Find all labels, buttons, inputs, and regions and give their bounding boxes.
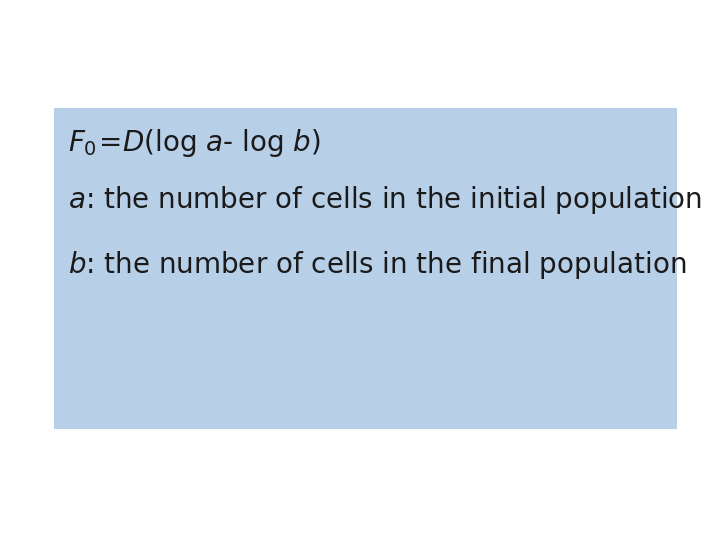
Text: $\mathit{b}$: the number of cells in the final population: $\mathit{b}$: the number of cells in the… bbox=[68, 248, 687, 281]
FancyBboxPatch shape bbox=[54, 108, 677, 429]
Text: $\mathit{a}$: the number of cells in the initial population: $\mathit{a}$: the number of cells in the… bbox=[68, 184, 703, 216]
Text: $\mathit{F}_0\!=\!\mathit{D}($log $\mathit{a}$- log $\mathit{b}$): $\mathit{F}_0\!=\!\mathit{D}($log $\math… bbox=[68, 127, 321, 159]
